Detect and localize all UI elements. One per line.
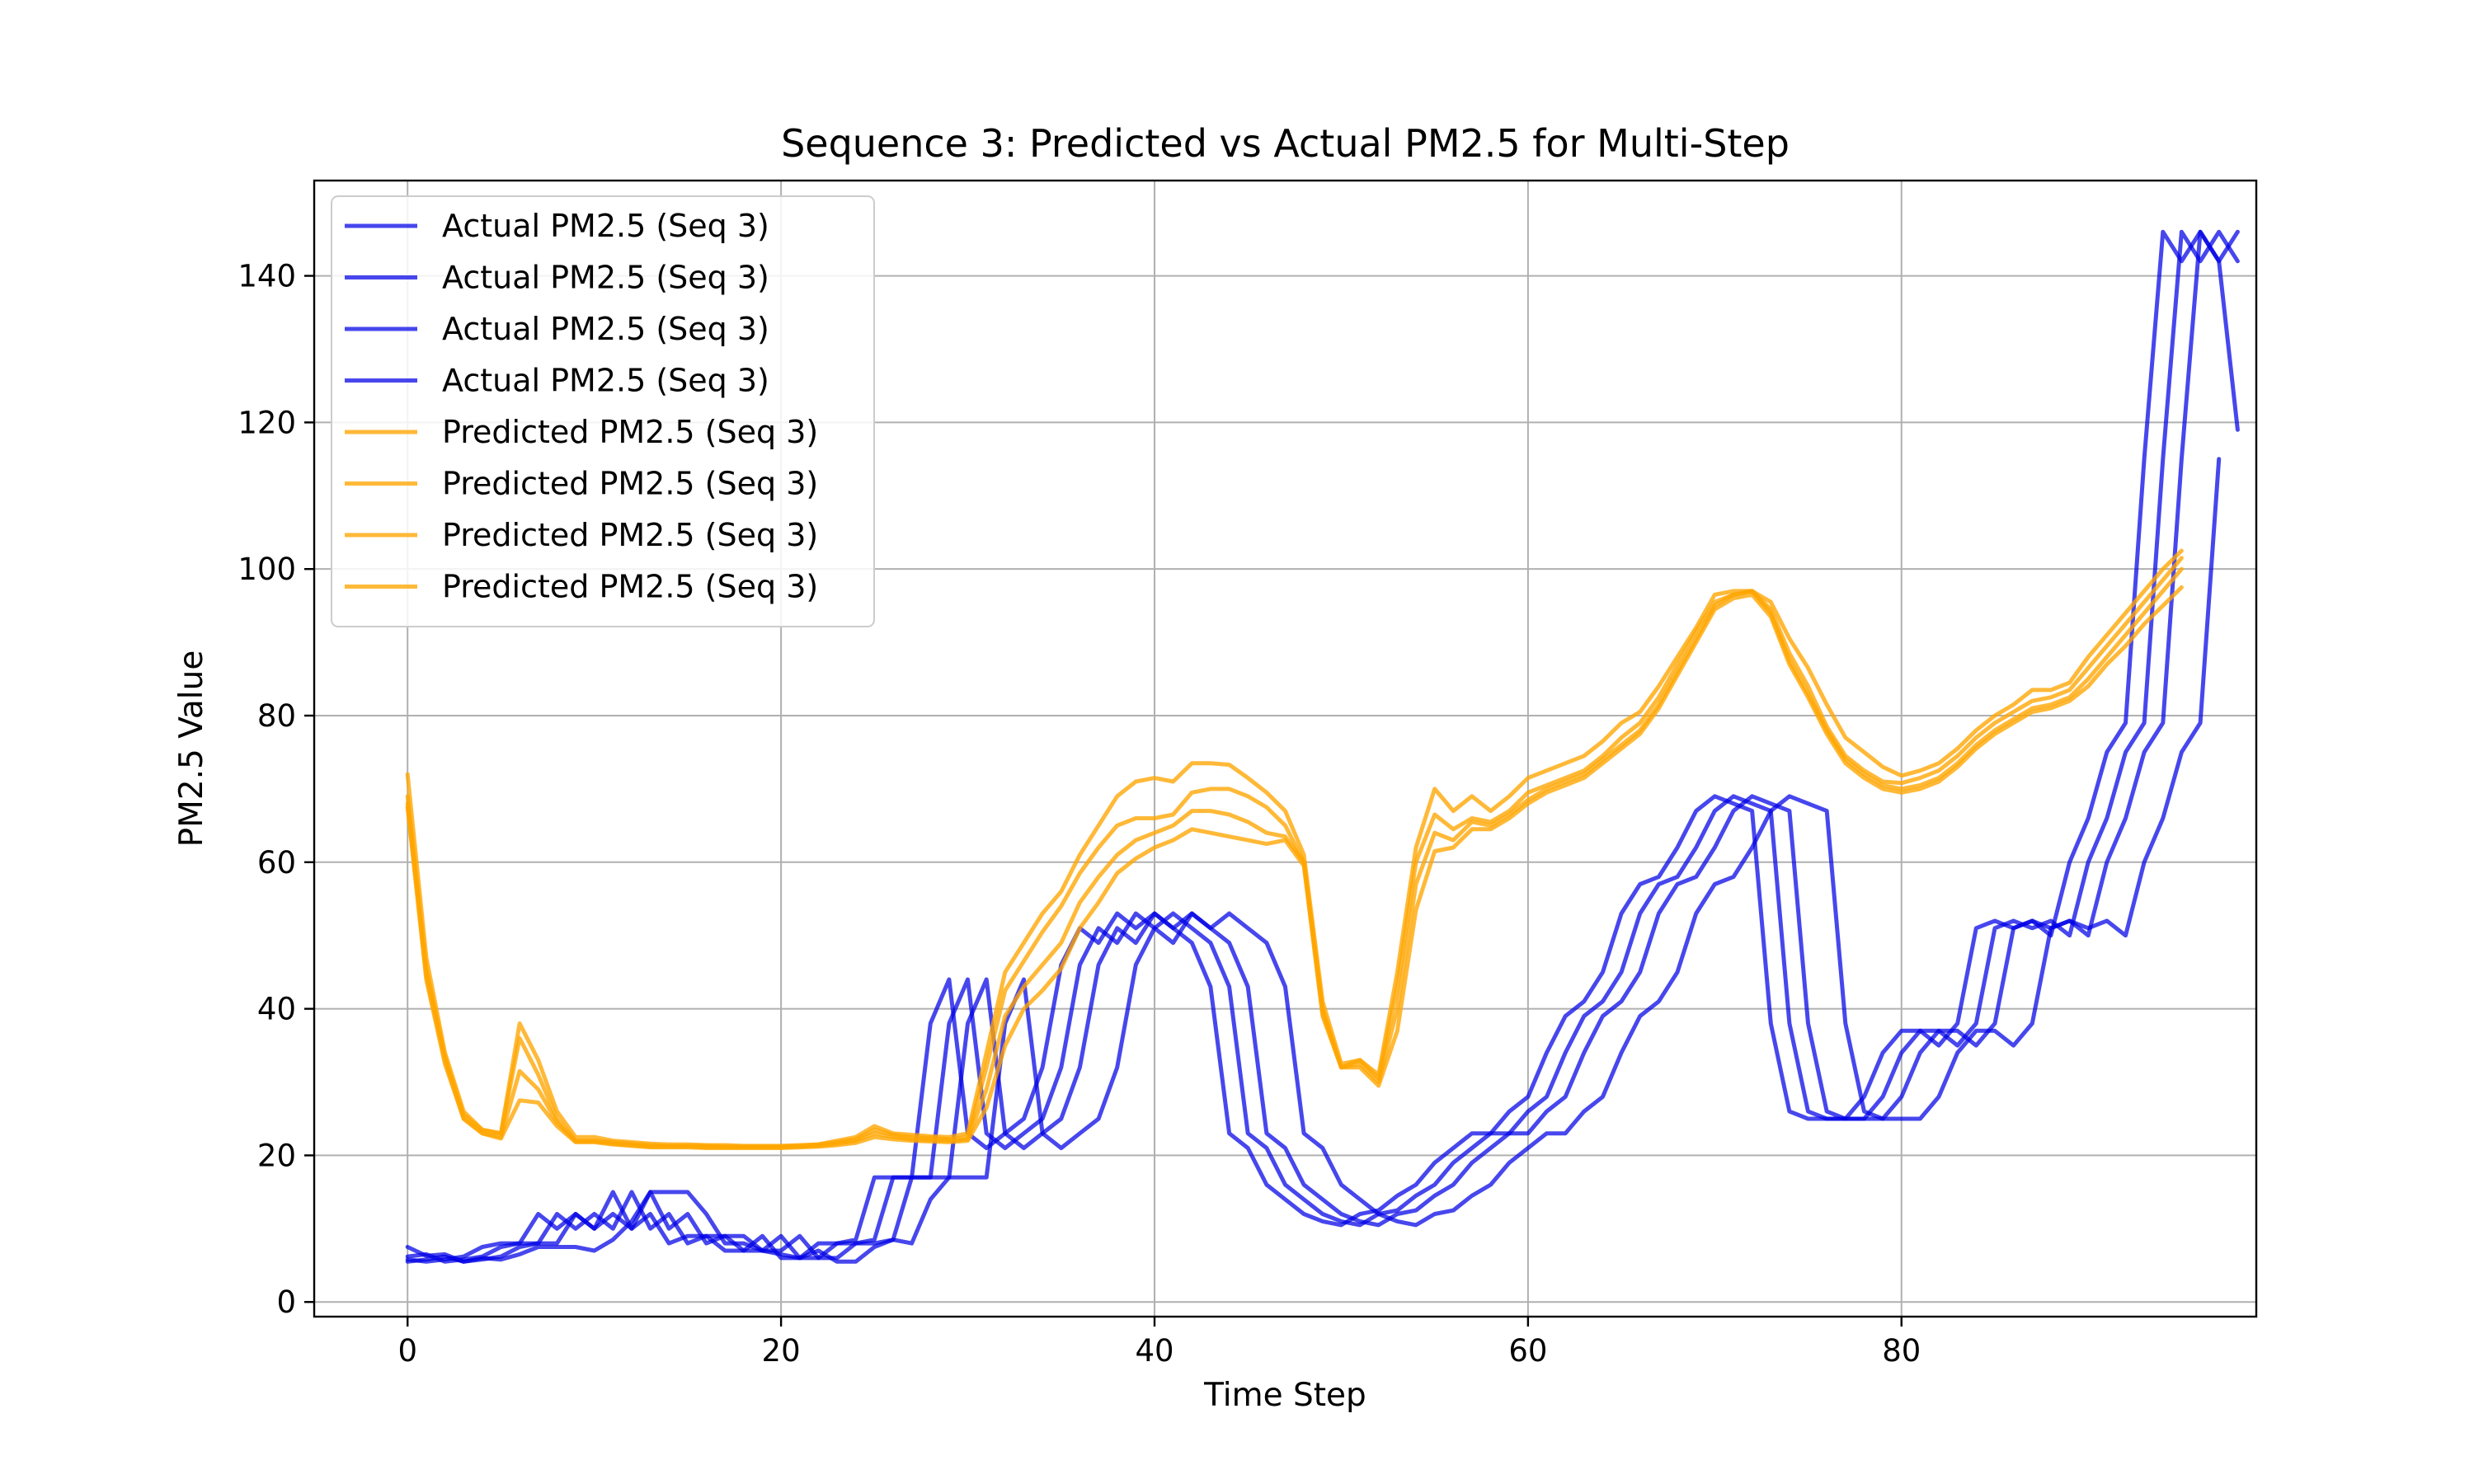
x-axis-title: Time Step (1203, 1377, 1366, 1414)
legend: Actual PM2.5 (Seq 3) Actual PM2.5 (Seq 3)… (331, 195, 875, 627)
y-tick-label: 40 (257, 992, 296, 1027)
y-tick-label: 120 (238, 405, 296, 440)
y-tick-label: 100 (238, 552, 296, 587)
legend-label: Actual PM2.5 (Seq 3) (442, 311, 769, 347)
legend-label: Predicted PM2.5 (Seq 3) (442, 466, 818, 502)
y-tick-label: 140 (238, 259, 296, 294)
legend-label: Actual PM2.5 (Seq 3) (442, 260, 769, 296)
actual-series-line-3 (405, 229, 2240, 1264)
x-tick-label: 60 (1508, 1333, 1547, 1369)
y-axis-title: PM2.5 Value (173, 650, 210, 848)
y-tick-label: 20 (257, 1138, 296, 1173)
series-lines (405, 229, 2240, 1264)
y-tick-label: 80 (257, 698, 296, 734)
chart-title: Sequence 3: Predicted vs Actual PM2.5 fo… (781, 121, 1790, 166)
x-tick-label: 40 (1135, 1333, 1174, 1369)
axis-ticks: 0 20 40 60 80 0 20 40 60 80 100 120 140 (238, 259, 1921, 1369)
legend-label: Predicted PM2.5 (Seq 3) (442, 517, 818, 553)
legend-label: Actual PM2.5 (Seq 3) (442, 208, 769, 244)
x-tick-label: 80 (1882, 1333, 1921, 1369)
legend-label: Predicted PM2.5 (Seq 3) (442, 569, 818, 605)
x-tick-label: 20 (762, 1333, 801, 1369)
legend-label: Actual PM2.5 (Seq 3) (442, 363, 769, 399)
legend-box (331, 195, 875, 627)
y-tick-label: 0 (276, 1284, 296, 1320)
predicted-series-line-8 (405, 585, 2184, 1150)
actual-series-line-4 (405, 457, 2222, 1264)
plot-frame (313, 179, 2258, 1318)
legend-label: Predicted PM2.5 (Seq 3) (442, 414, 818, 450)
x-tick-label: 0 (397, 1333, 417, 1369)
y-tick-label: 60 (257, 845, 296, 881)
actual-series-line-2 (405, 229, 2240, 1264)
grid (314, 181, 2256, 1317)
